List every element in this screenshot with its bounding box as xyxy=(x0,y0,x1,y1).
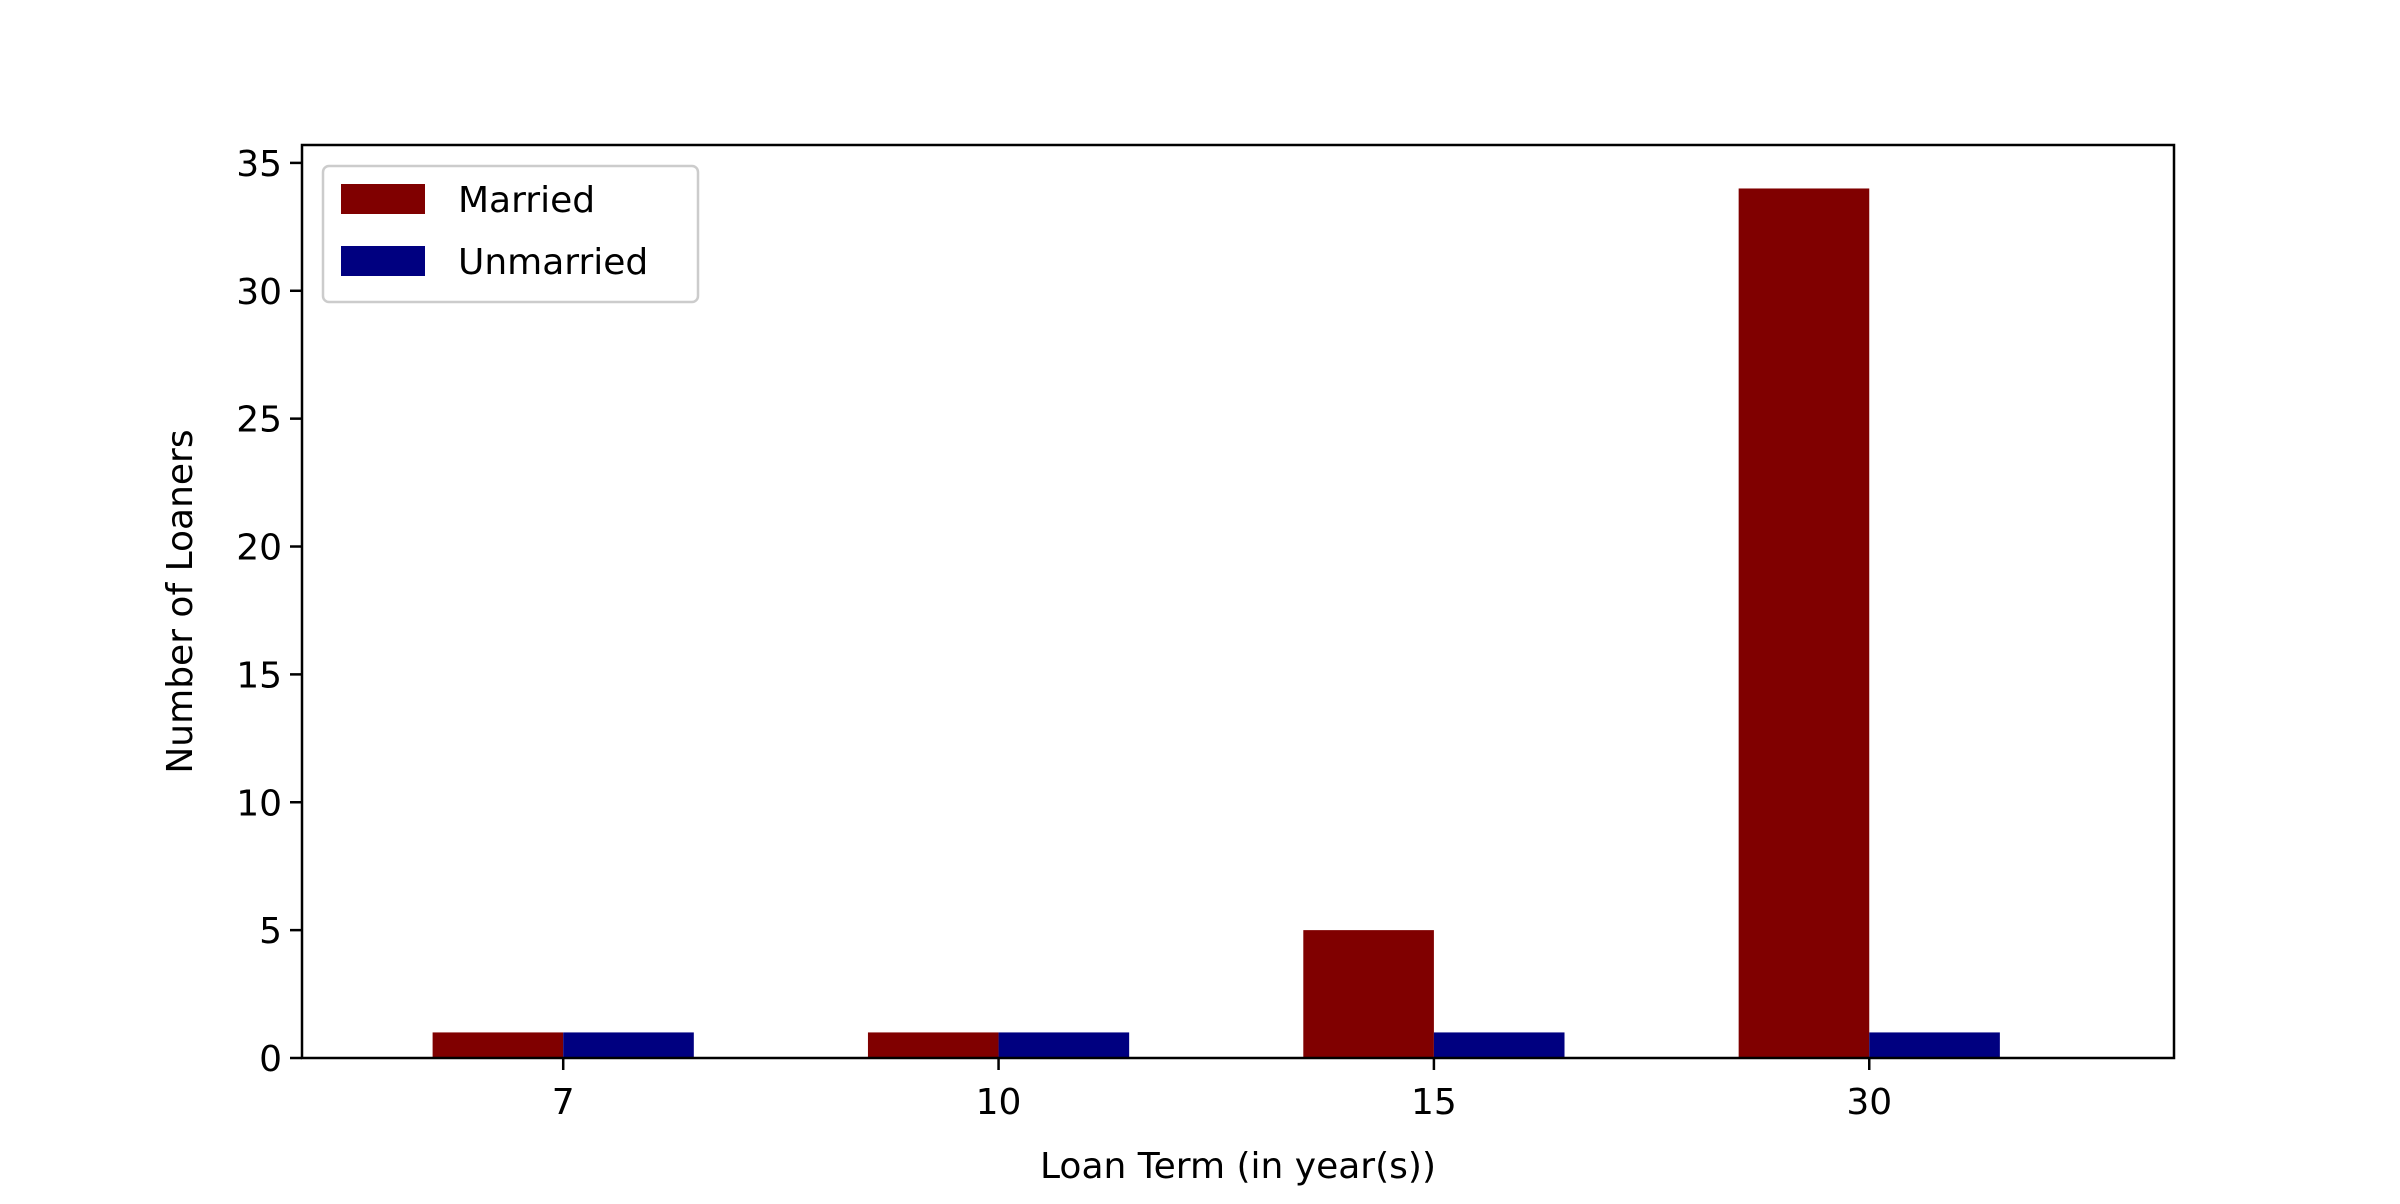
y-tick-label: 0 xyxy=(259,1039,282,1080)
x-axis-label: Loan Term (in year(s)) xyxy=(1040,1146,1436,1187)
bar-married-7 xyxy=(432,1032,564,1058)
y-tick-label: 35 xyxy=(236,144,282,185)
legend: Married Unmarried xyxy=(321,164,700,304)
bar-married-30 xyxy=(1738,188,1870,1058)
x-tick-label: 10 xyxy=(976,1082,1022,1123)
x-axis: 7 10 15 30 xyxy=(552,1058,1892,1123)
bar-unmarried-30 xyxy=(1869,1032,2000,1058)
legend-swatch-married xyxy=(341,184,425,214)
y-tick-label: 15 xyxy=(236,655,282,696)
bar-married-10 xyxy=(867,1032,999,1058)
legend-swatch-unmarried xyxy=(341,246,425,276)
x-tick-label: 15 xyxy=(1411,1082,1457,1123)
y-tick-label: 10 xyxy=(236,783,282,824)
legend-label-married: Married xyxy=(458,180,595,221)
x-tick-label: 7 xyxy=(552,1082,575,1123)
bar-married-15 xyxy=(1303,930,1434,1058)
x-tick-label: 30 xyxy=(1846,1082,1892,1123)
y-tick-label: 5 xyxy=(259,911,282,952)
bar-unmarried-7 xyxy=(563,1032,694,1058)
bar-unmarried-15 xyxy=(1433,1032,1565,1058)
bar-unmarried-10 xyxy=(998,1032,1130,1058)
bars-layer xyxy=(432,188,2000,1058)
y-axis: 0 5 10 15 20 25 30 35 xyxy=(236,144,302,1080)
y-tick-label: 20 xyxy=(236,528,282,569)
y-axis-label: Number of Loaners xyxy=(160,429,201,773)
y-tick-label: 25 xyxy=(236,400,282,441)
plot-area-frame xyxy=(300,143,2176,1060)
legend-label-unmarried: Unmarried xyxy=(458,242,648,283)
y-tick-label: 30 xyxy=(236,272,282,313)
